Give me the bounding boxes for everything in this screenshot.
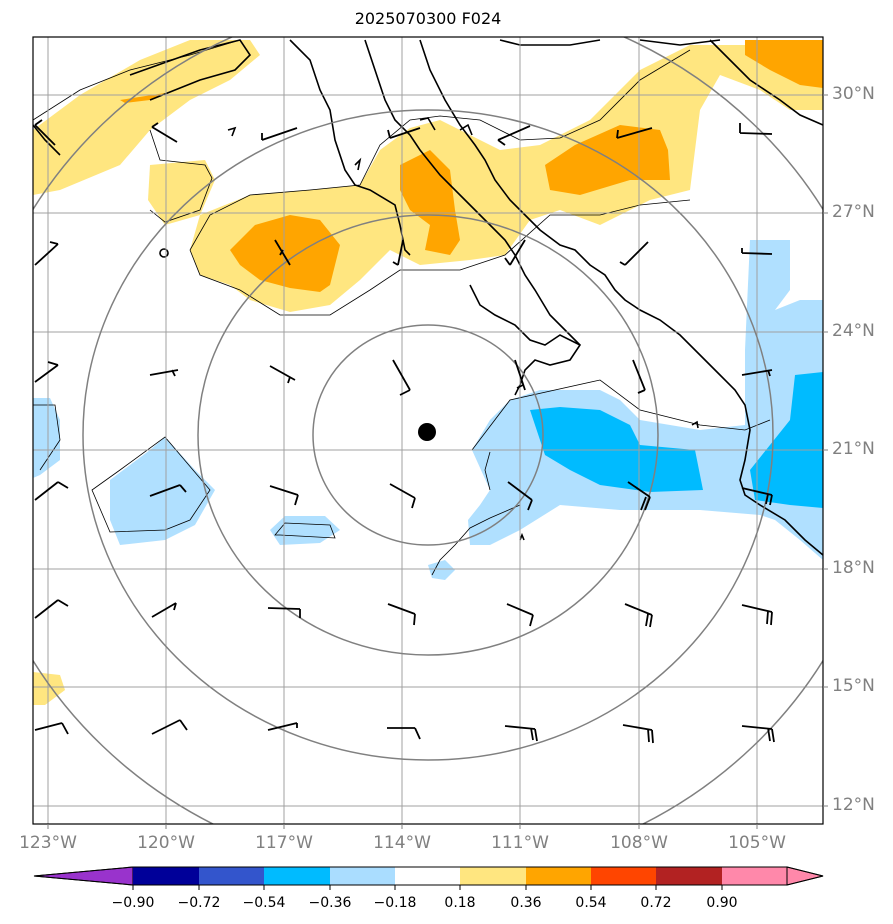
storm-center-marker	[418, 423, 436, 441]
lon-label-108w: 108°W	[610, 833, 668, 853]
lat-label-21n: 21°N	[832, 439, 875, 459]
map-frame	[32, 36, 824, 825]
lat-label-27n: 27°N	[832, 202, 875, 222]
lat-label-30n: 30°N	[832, 84, 875, 104]
lat-label-15n: 15°N	[832, 676, 875, 696]
colorbar-label: 0.72	[640, 895, 672, 911]
lon-label-111w: 111°W	[491, 833, 549, 853]
lon-label-114w: 114°W	[373, 833, 431, 853]
map-title: 2025070300 F024	[354, 9, 502, 28]
colorbar-label: 0.90	[706, 895, 738, 911]
lon-label-123w: 123°W	[19, 833, 77, 853]
colorbar-label: −0.18	[373, 895, 417, 911]
lon-label-105w: 105°W	[728, 833, 786, 853]
lat-label-24n: 24°N	[832, 321, 875, 341]
colorbar-label: 0.18	[444, 895, 476, 911]
shaded-negative-anomaly	[33, 240, 823, 580]
colorbar-label: −0.36	[308, 895, 352, 911]
lon-label-117w: 117°W	[255, 833, 313, 853]
shaded-positive-anomaly	[33, 40, 823, 705]
lon-label-120w: 120°W	[137, 833, 195, 853]
colorbar-label: −0.90	[111, 895, 155, 911]
lat-label-18n: 18°N	[832, 558, 875, 578]
colorbar	[33, 866, 824, 890]
colorbar-label: 0.54	[575, 895, 607, 911]
coastline	[33, 39, 823, 556]
colorbar-label: −0.54	[242, 895, 286, 911]
lat-label-12n: 12°N	[832, 795, 875, 815]
axis-ticks	[47, 94, 828, 829]
wind-barbs	[34, 119, 775, 744]
range-rings	[33, 37, 823, 824]
colorbar-label: −0.72	[177, 895, 221, 911]
colorbar-label: 0.36	[510, 895, 542, 911]
